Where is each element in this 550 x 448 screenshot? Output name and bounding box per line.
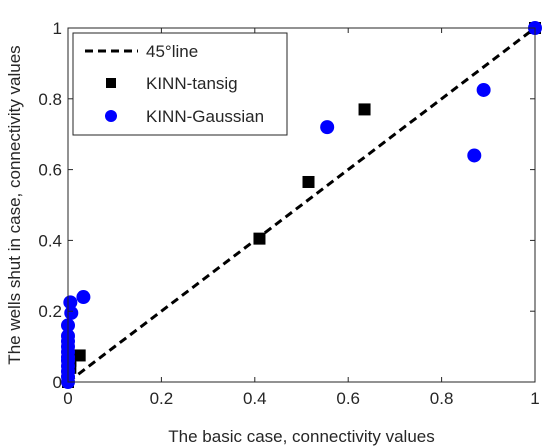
y-tick-label: 0.8 (38, 90, 62, 109)
x-tick-label: 0.6 (336, 389, 360, 408)
legend-square-symbol (106, 78, 116, 88)
legend-circle-symbol (105, 110, 117, 122)
gaussian-point (467, 148, 482, 163)
tansig-point (358, 103, 371, 116)
y-tick-label: 1 (53, 19, 62, 38)
reference-line-45deg (67, 26, 536, 384)
legend-label-line: 45°line (146, 42, 198, 61)
tansig-point (253, 232, 266, 245)
x-tick-label: 0 (63, 389, 72, 408)
x-axis-label: The basic case, connectivity values (168, 427, 434, 446)
tansig-point (73, 349, 86, 362)
y-tick-label: 0.6 (38, 161, 62, 180)
legend-label-gaussian: KINN-Gaussian (146, 107, 264, 126)
legend: 45°line KINN-tansig KINN-Gaussian (72, 32, 288, 136)
y-axis-label: The wells shut in case, connectivity val… (5, 45, 24, 364)
tansig-point (302, 175, 315, 188)
gaussian-point (320, 120, 335, 135)
x-tick-label: 1 (530, 389, 539, 408)
tick-layer: 0 0.2 0.4 0.6 0.8 1 0 0.2 0.4 0.6 0.8 1 (38, 19, 539, 408)
legend-label-tansig: KINN-tansig (146, 74, 238, 93)
gaussian-point (476, 82, 491, 97)
y-tick-label: 0 (53, 373, 62, 392)
x-tick-label: 0.2 (150, 389, 174, 408)
plot-frame (67, 27, 536, 383)
gaussian-point (63, 295, 78, 310)
y-tick-label: 0.2 (38, 302, 62, 321)
x-tick-label: 0.4 (243, 389, 267, 408)
gaussian-point (76, 290, 91, 305)
y-tick-label: 0.4 (38, 231, 62, 250)
x-tick-label: 0.8 (430, 389, 454, 408)
